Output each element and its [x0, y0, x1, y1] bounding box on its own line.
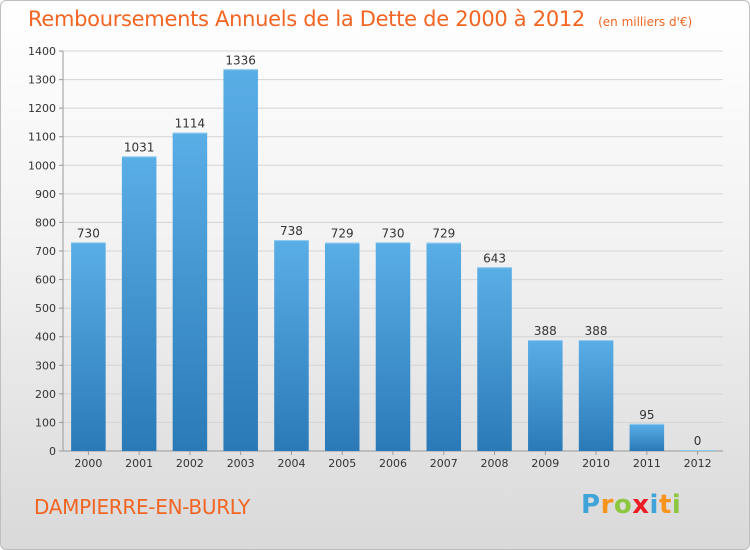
y-tick-label: 700	[35, 245, 56, 258]
y-tick-label: 500	[35, 302, 56, 315]
data-label-2009: 388	[534, 324, 557, 338]
x-tick-label-2012: 2012	[684, 457, 712, 470]
chart-subtitle: (en milliers d'€)	[598, 15, 693, 29]
bar-2011	[629, 423, 665, 451]
data-label-2006: 730	[382, 226, 405, 240]
data-label-2010: 388	[585, 324, 608, 338]
y-tick-label: 600	[35, 274, 56, 287]
data-label-2001: 1031	[124, 140, 155, 154]
logo-letter: o	[613, 490, 633, 520]
x-tick-label-2011: 2011	[633, 457, 661, 470]
data-label-2011: 95	[639, 408, 654, 422]
y-tick-label: 100	[35, 416, 56, 429]
x-tick-label-2006: 2006	[379, 457, 407, 470]
data-label-2005: 729	[331, 227, 354, 241]
title-line: Remboursements Annuels de la Dette de 20…	[28, 7, 692, 31]
y-tick-label: 400	[35, 331, 56, 344]
x-tick-label-2002: 2002	[176, 457, 204, 470]
logo-letter: x	[632, 490, 650, 520]
y-tick-label: 1000	[28, 159, 56, 172]
bar-2010	[578, 340, 614, 451]
bar-2001	[121, 156, 157, 451]
data-label-2004: 738	[280, 224, 303, 238]
bar-2009	[528, 340, 563, 451]
x-tick-label-2003: 2003	[227, 457, 255, 470]
bar-2006	[375, 242, 411, 451]
bar-2007	[426, 242, 462, 451]
logo-letter: t	[658, 490, 672, 520]
logo-letter: P	[581, 490, 601, 520]
logo-letter: i	[649, 490, 659, 520]
y-tick-label: 1300	[28, 74, 56, 87]
data-label-2000: 730	[77, 226, 100, 240]
y-tick-label: 1200	[28, 102, 56, 115]
y-tick-label: 300	[35, 359, 56, 372]
x-tick-label-2001: 2001	[125, 457, 153, 470]
y-tick-label: 1400	[28, 45, 56, 58]
chart-title: Remboursements Annuels de la Dette de 20…	[28, 7, 585, 31]
logo-letter: i	[671, 490, 682, 520]
y-tick-label: 900	[35, 188, 56, 201]
y-tick-label: 1100	[28, 131, 56, 144]
data-label-2003: 1336	[225, 53, 256, 67]
y-tick-label: 800	[35, 216, 56, 229]
data-label-2002: 1114	[175, 117, 206, 131]
x-tick-label-2000: 2000	[74, 457, 102, 470]
bar-2002	[172, 132, 208, 451]
x-tick-label-2008: 2008	[481, 457, 509, 470]
x-tick-label-2005: 2005	[328, 457, 356, 470]
bars	[71, 69, 715, 452]
proxiti-logo: Proxiti	[581, 490, 681, 520]
logo-letter: r	[600, 490, 614, 520]
labels: 730 2000 1031 2001 1114 2002 1336 2003 738 2004 72…	[74, 53, 711, 470]
bar-2008	[477, 267, 512, 451]
x-tick-label-2010: 2010	[582, 457, 610, 470]
y-tick-label: 200	[35, 388, 56, 401]
bar-2000	[71, 242, 106, 451]
x-tick-label-2009: 2009	[531, 457, 559, 470]
data-label-2007: 729	[432, 227, 455, 241]
y-tick-label: 0	[49, 445, 56, 458]
bar-2004	[274, 240, 309, 451]
bar-2003	[223, 69, 258, 452]
bar-2005	[324, 242, 360, 451]
data-label-2008: 643	[483, 251, 506, 265]
data-label-2012: 0	[694, 434, 702, 448]
x-tick-label-2004: 2004	[277, 457, 305, 470]
commune-name: DAMPIERRE-EN-BURLY	[34, 495, 250, 519]
x-tick-label-2007: 2007	[430, 457, 458, 470]
